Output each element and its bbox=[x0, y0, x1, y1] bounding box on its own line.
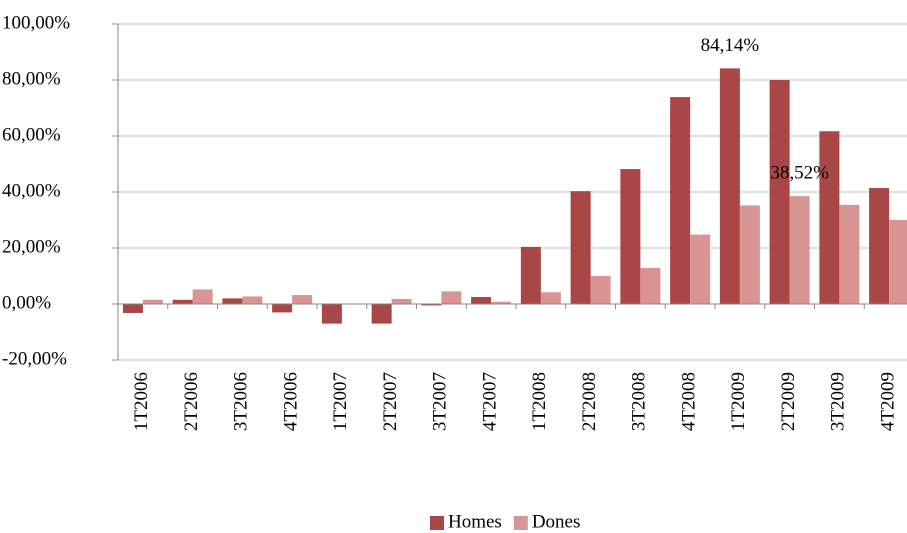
bar bbox=[272, 304, 293, 313]
bar bbox=[769, 80, 790, 304]
bar bbox=[242, 296, 263, 304]
bar bbox=[670, 97, 691, 304]
bar bbox=[172, 299, 193, 304]
x-tick-label: 4T2007 bbox=[479, 372, 500, 431]
legend-label: Dones bbox=[532, 511, 581, 532]
bar bbox=[570, 191, 591, 304]
bar bbox=[142, 299, 163, 304]
bar bbox=[122, 304, 143, 313]
legend-swatch bbox=[513, 516, 528, 530]
x-tick-label: 3T2009 bbox=[828, 372, 849, 431]
x-tick-label: 3T2007 bbox=[430, 372, 451, 431]
x-tick-label: 3T2008 bbox=[629, 372, 650, 431]
data-label: 84,14% bbox=[701, 35, 760, 56]
bar bbox=[441, 291, 462, 304]
x-tick-label: 3T2006 bbox=[231, 372, 252, 431]
bar bbox=[491, 301, 512, 304]
bar bbox=[739, 205, 760, 304]
bar bbox=[789, 196, 810, 304]
x-tick-label: 1T2008 bbox=[529, 372, 550, 431]
bar bbox=[719, 68, 740, 305]
x-tick-label: 4T2008 bbox=[678, 372, 699, 431]
data-label: 38,52% bbox=[770, 163, 829, 184]
bar bbox=[222, 298, 243, 304]
y-tick-label: 80,00% bbox=[2, 68, 61, 89]
x-tick-label: 1T2009 bbox=[728, 372, 749, 431]
y-tick-label: -20,00% bbox=[2, 348, 67, 369]
bar bbox=[819, 131, 840, 304]
bar bbox=[421, 304, 442, 306]
bar bbox=[292, 295, 313, 304]
legend-label: Homes bbox=[448, 511, 502, 532]
bar bbox=[839, 204, 860, 304]
bar bbox=[192, 289, 213, 304]
legend-swatch bbox=[430, 516, 444, 530]
x-tick-label: 2T2009 bbox=[778, 372, 799, 431]
bar bbox=[889, 220, 907, 304]
bar bbox=[640, 267, 661, 304]
x-tick-label: 1T2006 bbox=[131, 372, 152, 431]
y-tick-label: 60,00% bbox=[2, 124, 61, 145]
x-tick-label: 2T2008 bbox=[579, 372, 600, 431]
bar bbox=[321, 304, 342, 324]
bar bbox=[540, 292, 561, 304]
y-tick-label: 100,00% bbox=[2, 12, 70, 33]
y-tick-label: 20,00% bbox=[2, 236, 61, 257]
bar bbox=[471, 297, 492, 304]
x-tick-label: 4T2009 bbox=[877, 372, 898, 431]
y-tick-label: 0,00% bbox=[2, 292, 51, 313]
x-tick-label: 1T2007 bbox=[330, 372, 351, 431]
bar bbox=[391, 298, 412, 304]
bar bbox=[620, 169, 641, 304]
bar bbox=[371, 304, 392, 324]
x-tick-label: 2T2006 bbox=[181, 372, 202, 431]
x-tick-label: 2T2007 bbox=[380, 372, 401, 431]
bar bbox=[690, 234, 711, 304]
bar bbox=[590, 276, 611, 304]
bar bbox=[520, 246, 541, 304]
y-tick-label: 40,00% bbox=[2, 180, 61, 201]
x-tick-label: 4T2006 bbox=[280, 372, 301, 431]
bar bbox=[869, 188, 890, 304]
